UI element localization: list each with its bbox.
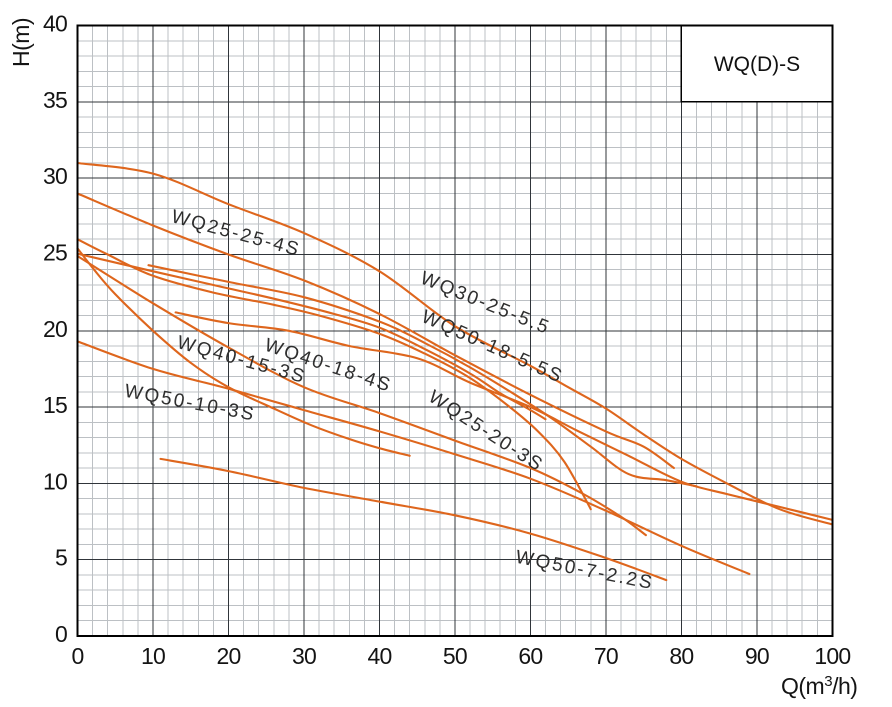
svg-text:30: 30 xyxy=(292,643,316,669)
svg-text:0: 0 xyxy=(72,643,84,669)
svg-text:5: 5 xyxy=(55,545,67,571)
svg-text:50: 50 xyxy=(443,643,467,669)
svg-text:40: 40 xyxy=(43,11,67,37)
svg-text:25: 25 xyxy=(43,240,67,266)
svg-text:10: 10 xyxy=(141,643,165,669)
svg-text:20: 20 xyxy=(217,643,241,669)
svg-text:Q(m3/h): Q(m3/h) xyxy=(781,673,857,699)
svg-text:90: 90 xyxy=(745,643,769,669)
svg-text:35: 35 xyxy=(43,87,67,113)
svg-text:100: 100 xyxy=(814,643,850,669)
svg-text:40: 40 xyxy=(368,643,392,669)
svg-text:WQ(D)-S: WQ(D)-S xyxy=(714,53,800,76)
svg-text:30: 30 xyxy=(43,163,67,189)
svg-text:70: 70 xyxy=(594,643,618,669)
svg-text:15: 15 xyxy=(43,392,67,418)
svg-text:10: 10 xyxy=(43,468,67,494)
svg-text:H(m): H(m) xyxy=(8,18,34,67)
svg-text:80: 80 xyxy=(669,643,693,669)
svg-text:0: 0 xyxy=(55,621,67,647)
svg-text:60: 60 xyxy=(518,643,542,669)
svg-text:20: 20 xyxy=(43,316,67,342)
